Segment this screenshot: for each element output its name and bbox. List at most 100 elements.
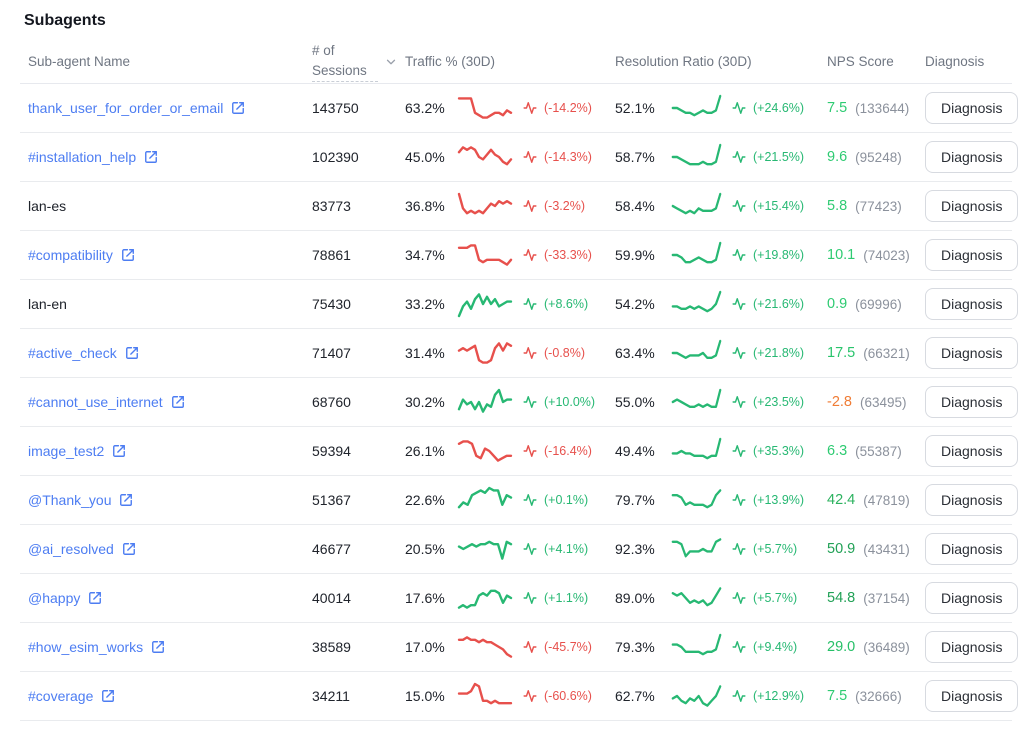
external-link-icon[interactable]: [101, 689, 115, 703]
external-link-icon[interactable]: [121, 248, 135, 262]
traffic-cell: 31.4% (-0.8%): [405, 338, 615, 368]
resolution-change: (+9.4%): [753, 640, 798, 654]
agent-name-link[interactable]: #compatibility: [28, 247, 113, 263]
pulse-icon: [732, 150, 746, 164]
col-header-sessions[interactable]: # of Sessions: [312, 41, 405, 83]
sessions-count: 38589: [312, 639, 351, 655]
pulse-icon: [523, 297, 537, 311]
pulse-icon: [523, 101, 537, 115]
traffic-cell: 17.6% (+1.1%): [405, 583, 615, 613]
pulse-icon: [523, 591, 537, 605]
agent-name-link[interactable]: #how_esim_works: [28, 639, 144, 655]
agent-name-link[interactable]: image_test2: [28, 443, 105, 459]
resolution-cell: 79.3% (+9.4%): [615, 632, 827, 662]
sessions-count: 83773: [312, 198, 351, 214]
traffic-value: 36.8%: [405, 198, 445, 214]
table-row: @happy 40014 17.6% (+1.1%) 89.0%: [20, 574, 1019, 623]
traffic-sparkline: [457, 440, 513, 462]
traffic-sparkline: [457, 636, 513, 658]
table-header: Sub-agent Name # of Sessions Traffic % (…: [20, 40, 1012, 84]
agent-name-link[interactable]: thank_user_for_order_or_email: [28, 100, 224, 116]
resolution-cell: 89.0% (+5.7%): [615, 583, 827, 613]
resolution-value: 79.7%: [615, 492, 655, 508]
resolution-sparkline: [671, 437, 722, 460]
col-header-sessions-label: # of Sessions: [312, 41, 378, 83]
traffic-change: (-14.2%): [544, 101, 592, 115]
external-link-icon[interactable]: [231, 101, 245, 115]
resolution-value: 92.3%: [615, 541, 655, 557]
external-link-icon[interactable]: [112, 444, 126, 458]
nps-score: 9.6: [827, 149, 848, 165]
sessions-count: 143750: [312, 100, 359, 116]
diagnosis-button[interactable]: Diagnosis: [925, 239, 1019, 271]
external-link-icon[interactable]: [151, 640, 165, 654]
table-row: #compatibility 78861 34.7% (-33.3%) 59.9…: [20, 231, 1019, 280]
chevron-down-icon[interactable]: [384, 55, 398, 69]
pulse-icon: [732, 591, 746, 605]
diagnosis-button[interactable]: Diagnosis: [925, 680, 1019, 712]
traffic-change: (-3.2%): [544, 199, 585, 213]
resolution-sparkline: [671, 192, 722, 215]
col-header-resolution: Resolution Ratio (30D): [615, 54, 752, 69]
agent-name-text: lan-es: [28, 198, 67, 214]
diagnosis-button[interactable]: Diagnosis: [925, 288, 1019, 320]
table-row: lan-es 83773 36.8% (-3.2%) 58.4% (+15.4%…: [20, 182, 1019, 231]
resolution-cell: 55.0% (+23.5%): [615, 387, 827, 417]
diagnosis-button[interactable]: Diagnosis: [925, 484, 1019, 516]
diagnosis-button[interactable]: Diagnosis: [925, 631, 1019, 663]
resolution-cell: 92.3% (+5.7%): [615, 534, 827, 564]
agent-name-link[interactable]: #active_check: [28, 345, 117, 361]
traffic-change: (-60.6%): [544, 689, 592, 703]
diagnosis-button[interactable]: Diagnosis: [925, 337, 1019, 369]
nps-score: 29.0: [827, 639, 856, 655]
agent-name-link[interactable]: @happy: [28, 590, 81, 606]
agent-name-link[interactable]: #cannot_use_internet: [28, 394, 163, 410]
external-link-icon[interactable]: [125, 346, 139, 360]
pulse-icon: [732, 444, 746, 458]
nps-score: 7.5: [827, 688, 848, 704]
diagnosis-button[interactable]: Diagnosis: [925, 533, 1019, 565]
traffic-sparkline: [457, 486, 513, 509]
resolution-sparkline: [671, 94, 722, 117]
external-link-icon[interactable]: [122, 542, 136, 556]
diagnosis-button[interactable]: Diagnosis: [925, 141, 1019, 173]
agent-name-link[interactable]: #installation_help: [28, 149, 137, 165]
traffic-value: 22.6%: [405, 492, 445, 508]
traffic-cell: 36.8% (-3.2%): [405, 191, 615, 221]
table-row: #active_check 71407 31.4% (-0.8%) 63.4%: [20, 329, 1019, 378]
sessions-count: 71407: [312, 345, 351, 361]
diagnosis-button[interactable]: Diagnosis: [925, 190, 1019, 222]
nps-cell: 7.5 (32666): [827, 688, 925, 704]
resolution-value: 52.1%: [615, 100, 655, 116]
external-link-icon[interactable]: [144, 150, 158, 164]
nps-cell: 7.5 (133644): [827, 100, 925, 116]
agent-name-link[interactable]: @ai_resolved: [28, 541, 114, 557]
pulse-icon: [523, 395, 537, 409]
external-link-icon[interactable]: [171, 395, 185, 409]
traffic-cell: 26.1% (-16.4%): [405, 436, 615, 466]
external-link-icon[interactable]: [119, 493, 133, 507]
traffic-cell: 15.0% (-60.6%): [405, 681, 615, 711]
nps-cell: 17.5 (66321): [827, 345, 925, 361]
resolution-value: 89.0%: [615, 590, 655, 606]
resolution-change: (+5.7%): [753, 542, 798, 556]
resolution-value: 49.4%: [615, 443, 655, 459]
agent-name-link[interactable]: #coverage: [28, 688, 94, 704]
resolution-sparkline: [671, 339, 722, 359]
diagnosis-button[interactable]: Diagnosis: [925, 582, 1019, 614]
diagnosis-button[interactable]: Diagnosis: [925, 92, 1019, 124]
table-row: #coverage 34211 15.0% (-60.6%) 62.7%: [20, 672, 1019, 721]
agent-name-link[interactable]: @Thank_you: [28, 492, 112, 508]
external-link-icon[interactable]: [88, 591, 102, 605]
nps-count: (47819): [863, 492, 910, 508]
pulse-icon: [523, 346, 537, 360]
sessions-count: 59394: [312, 443, 351, 459]
sessions-count: 51367: [312, 492, 351, 508]
pulse-icon: [523, 444, 537, 458]
resolution-change: (+24.6%): [753, 101, 805, 115]
table-row: #how_esim_works 38589 17.0% (-45.7%) 79.…: [20, 623, 1019, 672]
traffic-change: (-14.3%): [544, 150, 592, 164]
diagnosis-button[interactable]: Diagnosis: [925, 386, 1019, 418]
nps-count: (133644): [855, 100, 910, 116]
diagnosis-button[interactable]: Diagnosis: [925, 435, 1019, 467]
